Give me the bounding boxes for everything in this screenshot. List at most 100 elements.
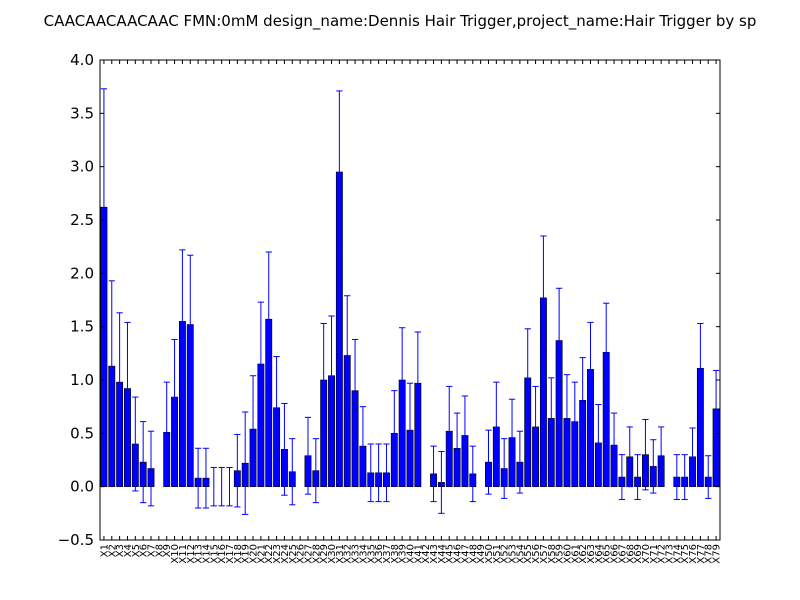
errorbar-X76 (689, 427, 696, 487)
x-tick-label: X69 (633, 544, 644, 564)
x-tick-label: X24 (280, 544, 291, 564)
errorbar-X16 (218, 466, 225, 507)
x-tick-label: X32 (343, 544, 354, 564)
errorbar-X18 (234, 433, 241, 508)
y-tick-label: −0.5 (58, 531, 94, 549)
errorbar-X56 (532, 385, 539, 468)
x-tick-label: X70 (641, 544, 652, 564)
plot-area (100, 88, 720, 515)
errorbar-X36 (375, 443, 382, 503)
x-tick-label: X7 (147, 544, 158, 557)
x-tick-label: X38 (390, 544, 401, 564)
errorbar-X7 (147, 430, 155, 507)
x-tick-label: X51 (492, 544, 503, 564)
axes: −0.50.00.51.01.52.02.53.03.54.0X1X2X3X4X… (58, 51, 723, 564)
x-tick-label: X13 (194, 544, 205, 564)
errorbar-X11 (179, 249, 186, 394)
x-tick-label: X48 (468, 544, 479, 564)
x-tick-label: X43 (429, 544, 440, 564)
x-tick-label: X50 (484, 544, 495, 564)
y-tick-label: 0.0 (70, 478, 94, 496)
x-tick-label: X66 (610, 544, 621, 564)
x-tick-label: X15 (209, 544, 220, 564)
x-tick-label: X37 (382, 544, 393, 564)
errorbar-X23 (273, 356, 280, 460)
errorbar-X19 (242, 411, 249, 515)
x-tick-label: X76 (688, 544, 699, 564)
x-tick-label: X72 (657, 544, 668, 564)
errorbar-X24 (281, 402, 288, 496)
x-tick-label: X20 (249, 544, 260, 564)
errorbar-X57 (540, 235, 547, 361)
x-tick-label: X9 (162, 544, 173, 557)
errorbar-X62 (579, 357, 586, 444)
x-tick-label: X10 (170, 544, 181, 564)
x-tick-label: X23 (272, 544, 283, 564)
errorbar-X10 (171, 338, 178, 456)
errorbar-X71 (650, 439, 657, 494)
x-tick-label: X22 (264, 544, 275, 564)
errorbar-X60 (563, 374, 571, 463)
errorbar-X50 (485, 429, 492, 495)
errorbar-X5 (132, 396, 139, 492)
y-tick-label: 2.5 (70, 211, 94, 229)
x-tick-label: X34 (358, 544, 369, 564)
errorbar-X4 (124, 321, 131, 456)
y-tick-label: 0.5 (70, 424, 94, 442)
x-tick-label: X27 (303, 544, 314, 564)
errorbar-X78 (705, 455, 712, 499)
errorbar-X47 (461, 395, 469, 476)
errorbar-X38 (391, 390, 398, 477)
x-tick-label: X44 (437, 544, 448, 564)
errorbar-X69 (634, 454, 641, 500)
x-tick-label: X21 (256, 544, 267, 564)
x-tick-label: X5 (131, 544, 142, 557)
x-tick-label: X2 (107, 544, 118, 557)
x-tick-label: X62 (578, 544, 589, 564)
x-tick-label: X74 (672, 544, 683, 564)
errorbar-X77 (697, 322, 704, 414)
errorbar-X9 (163, 381, 170, 483)
errorbar-X22 (265, 251, 272, 387)
errorbar-X14 (202, 447, 210, 509)
x-tick-label: X11 (178, 544, 189, 564)
errorbar-X67 (618, 454, 626, 500)
errorbar-X79 (712, 369, 720, 448)
errorbar-X44 (438, 450, 445, 514)
chart-title: CAACAACAACAAC FMN:0mM design_name:Dennis… (44, 12, 757, 31)
x-tick-label: X18 (233, 544, 244, 564)
y-tick-label: 1.5 (70, 318, 94, 336)
errorbar-X33 (351, 338, 359, 443)
x-tick-label: X30 (327, 544, 338, 564)
errorbar-X55 (524, 328, 531, 428)
x-tick-label: X26 (296, 544, 307, 564)
errorbar-X46 (453, 412, 461, 484)
x-tick-label: X45 (445, 544, 456, 564)
x-tick-label: X33 (351, 544, 362, 564)
x-tick-label: X1 (99, 544, 110, 557)
errorbar-X65 (603, 302, 610, 402)
errorbar-X37 (383, 443, 390, 503)
errorbar-X29 (320, 322, 327, 438)
x-tick-label: X29 (319, 544, 330, 564)
errorbar-X27 (304, 416, 312, 495)
errorbar-X75 (681, 454, 688, 500)
x-tick-label: X16 (217, 544, 228, 564)
x-tick-label: X39 (398, 544, 409, 564)
x-tick-label: X47 (460, 544, 471, 564)
x-tick-label: X40 (406, 544, 417, 564)
x-tick-label: X61 (570, 544, 581, 564)
errorbar-X58 (548, 377, 555, 460)
x-tick-label: X71 (649, 544, 660, 564)
errorbar-X66 (610, 412, 618, 478)
errorbar-X61 (571, 381, 578, 462)
x-tick-label: X42 (421, 544, 432, 564)
x-tick-label: X77 (696, 544, 707, 564)
errorbar-X48 (469, 445, 476, 503)
x-tick-label: X6 (139, 544, 150, 557)
errorbar-X31 (336, 90, 343, 254)
x-tick-label: X78 (704, 544, 715, 564)
errorbar-X30 (328, 315, 335, 436)
x-tick-label: X56 (531, 544, 542, 564)
